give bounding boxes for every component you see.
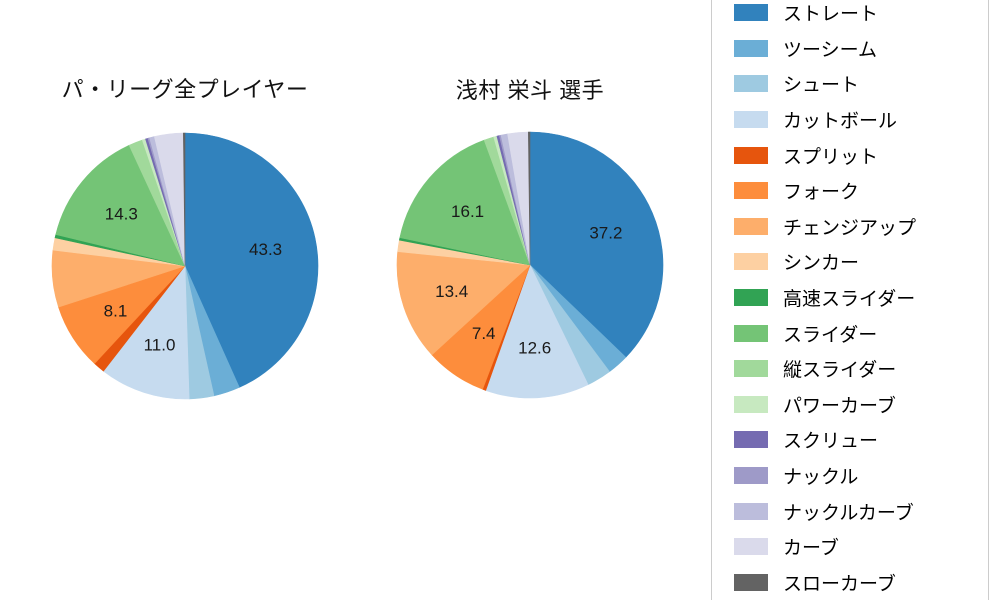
legend-swatch	[734, 360, 768, 378]
right-pie-title: 浅村 栄斗 選手	[455, 78, 605, 103]
pie-percent-label: 37.2	[589, 224, 622, 243]
legend-swatch	[734, 289, 768, 307]
pie-percent-label: 11.0	[144, 335, 176, 354]
legend-item-label: シンカー	[783, 253, 860, 275]
legend-swatch	[734, 502, 768, 520]
pie-slice	[103, 265, 190, 400]
legend-item: スライダー	[734, 315, 988, 351]
legend-swatch	[734, 217, 768, 235]
legend-swatch	[734, 324, 768, 342]
legend-item: カーブ	[734, 529, 988, 565]
legend-item-label: スプリット	[783, 146, 879, 168]
legend-swatch	[734, 431, 768, 449]
pie-slice	[396, 251, 531, 356]
legend-item-label: パワーカーブ	[783, 395, 896, 417]
pie-percent-label: 16.1	[451, 202, 484, 221]
legend-swatch	[734, 75, 768, 93]
pie-slice	[184, 132, 319, 388]
pie-percent-label: 13.4	[435, 282, 468, 301]
legend-item: カットボール	[734, 102, 988, 138]
legend-swatch	[734, 4, 768, 22]
legend-swatch	[734, 111, 768, 129]
legend-item: シンカー	[734, 244, 988, 280]
legend-item: パワーカーブ	[734, 387, 988, 423]
legend-item-label: シュート	[783, 75, 860, 97]
legend-item-label: 高速スライダー	[783, 289, 916, 311]
pie-chart-right: 37.2 12.6 7.4 13.4 16.1	[396, 131, 664, 399]
legend-item-label: ストレート	[783, 4, 879, 26]
pie-percent-label: 8.1	[104, 301, 128, 320]
pie-percent-label: 14.3	[105, 205, 138, 224]
pie-slice	[399, 139, 531, 266]
legend-item: 高速スライダー	[734, 280, 988, 316]
legend-item: スクリュー	[734, 422, 988, 458]
pie-percent-label: 7.4	[472, 324, 496, 343]
legend-item: ストレート	[734, 0, 988, 31]
legend-item: シュート	[734, 66, 988, 102]
legend-swatch	[734, 573, 768, 591]
legend-swatch	[734, 253, 768, 271]
legend-item: スローカーブ	[734, 565, 988, 600]
pie-percent-label: 12.6	[518, 338, 551, 357]
legend-swatch	[734, 146, 768, 164]
legend: ストレートツーシームシュートカットボール スプリットフォークチェンジアップ シンカー…	[711, 0, 989, 600]
pie-percent-label: 43.3	[249, 240, 282, 259]
left-pie-title: パ・リーグ全プレイヤー	[61, 77, 309, 102]
legend-item-label: カーブ	[783, 538, 839, 560]
legend-item: ナックルカーブ	[734, 493, 988, 529]
pie-slice	[529, 131, 664, 358]
pie-chart-left: 43.3 11.0 8.1 14.3	[51, 132, 319, 400]
legend-item-label: スクリュー	[783, 431, 879, 453]
legend-item: チェンジアップ	[734, 209, 988, 245]
pie-slice	[528, 131, 531, 266]
legend-item-label: 縦スライダー	[783, 360, 897, 382]
legend-item-label: スライダー	[783, 324, 878, 346]
legend-item-label: カットボール	[783, 111, 898, 133]
pie-slice	[183, 132, 186, 267]
legend-item: スプリット	[734, 137, 988, 173]
legend-swatch	[734, 467, 768, 485]
legend-item: 縦スライダー	[734, 351, 988, 387]
legend-item-label: ナックル	[783, 467, 859, 489]
pie-slice	[55, 144, 186, 267]
legend-item: ナックル	[734, 458, 988, 494]
legend-item-label: ナックルカーブ	[783, 502, 914, 524]
legend-item: ツーシーム	[734, 31, 988, 67]
legend-item-label: スローカーブ	[783, 573, 896, 595]
legend-swatch	[734, 395, 768, 413]
legend-item-label: チェンジアップ	[783, 217, 917, 239]
legend-item-label: フォーク	[783, 182, 860, 204]
legend-item-label: ツーシーム	[783, 39, 878, 61]
legend-swatch	[734, 182, 768, 200]
legend-swatch	[734, 39, 768, 57]
pie-slice	[485, 264, 589, 399]
legend-item: フォーク	[734, 173, 988, 209]
legend-swatch	[734, 538, 768, 556]
